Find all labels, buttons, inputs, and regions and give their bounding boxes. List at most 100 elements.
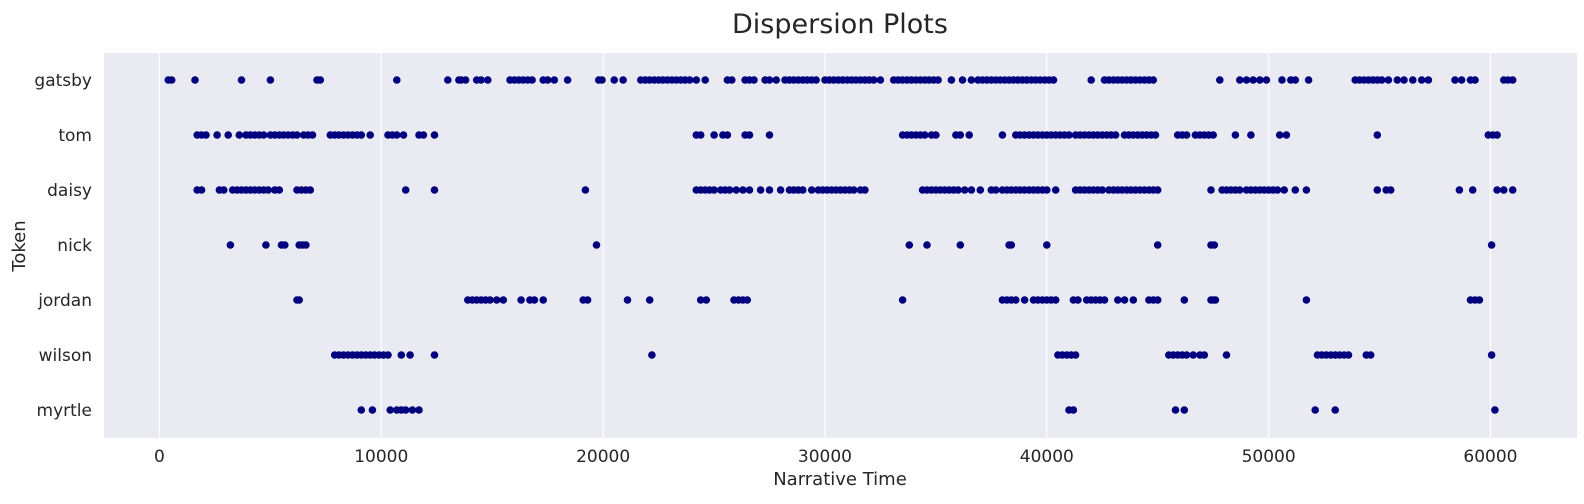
data-point-tom: [710, 131, 718, 139]
data-point-jordan: [486, 296, 494, 304]
data-point-daisy: [1302, 186, 1311, 194]
data-point-gatsby: [237, 76, 246, 84]
data-point-tom: [745, 131, 754, 139]
data-point-daisy: [732, 186, 740, 194]
data-point-daisy: [861, 186, 869, 194]
data-point-gatsby: [619, 76, 627, 84]
data-point-tom: [765, 131, 774, 139]
data-point-myrtle: [357, 406, 366, 414]
data-point-gatsby: [870, 76, 878, 84]
data-point-jordan: [696, 296, 705, 304]
data-point-nick: [905, 241, 914, 249]
data-point-gatsby: [1409, 76, 1417, 84]
data-point-wilson: [1200, 351, 1209, 359]
data-point-daisy: [725, 186, 734, 194]
data-point-wilson: [1189, 351, 1197, 359]
data-point-jordan: [1100, 296, 1109, 304]
data-point-nick: [226, 241, 235, 249]
data-point-myrtle: [1311, 406, 1319, 414]
data-point-jordan: [295, 296, 304, 304]
x-axis-label: Narrative Time: [773, 469, 907, 490]
y-tick-label-tom: tom: [58, 126, 92, 146]
series-wilson: [330, 351, 1496, 359]
data-point-daisy: [960, 186, 969, 194]
data-point-gatsby: [1471, 76, 1479, 84]
data-point-tom: [696, 131, 705, 139]
y-axis-label: Token: [9, 220, 30, 272]
y-tick-label-myrtle: myrtle: [37, 401, 92, 421]
data-point-tom: [921, 131, 929, 139]
data-point-gatsby: [812, 76, 820, 84]
data-point-tom: [308, 131, 317, 139]
data-point-tom: [1493, 131, 1501, 139]
data-point-jordan: [1211, 296, 1220, 304]
data-point-gatsby: [934, 76, 942, 84]
data-point-daisy: [992, 186, 1000, 194]
data-point-tom: [213, 131, 221, 139]
data-point-gatsby: [1304, 76, 1313, 84]
data-point-daisy: [1455, 186, 1464, 194]
data-point-daisy: [1051, 186, 1060, 194]
data-point-tom: [1065, 131, 1073, 139]
data-point-gatsby: [728, 76, 736, 84]
data-point-gatsby: [947, 76, 956, 84]
data-point-gatsby: [543, 76, 552, 84]
data-point-gatsby: [685, 76, 694, 84]
data-point-gatsby: [477, 76, 485, 84]
data-point-wilson: [1487, 351, 1496, 359]
data-point-tom: [1373, 131, 1382, 139]
data-point-gatsby: [1236, 76, 1244, 84]
data-point-jordan: [1153, 296, 1162, 304]
data-point-nick: [302, 241, 310, 249]
data-point-jordan: [1129, 296, 1138, 304]
data-point-jordan: [539, 296, 547, 304]
data-point-tom: [1209, 131, 1217, 139]
data-point-tom: [1247, 131, 1255, 139]
data-point-myrtle: [1491, 406, 1499, 414]
data-point-gatsby: [876, 76, 885, 84]
data-point-jordan: [623, 296, 632, 304]
data-point-nick: [1210, 241, 1219, 249]
data-point-tom: [224, 131, 232, 139]
data-point-tom: [1282, 131, 1291, 139]
x-tick-label: 30000: [798, 447, 852, 467]
data-point-gatsby: [167, 76, 176, 84]
data-point-gatsby: [1049, 76, 1058, 84]
data-point-myrtle: [1331, 406, 1339, 414]
data-point-gatsby: [1249, 76, 1257, 84]
series-gatsby: [164, 76, 1517, 84]
data-point-gatsby: [461, 76, 470, 84]
y-tick-label-nick: nick: [57, 236, 92, 256]
y-tick-label-daisy: daisy: [47, 181, 92, 201]
data-point-wilson: [1182, 351, 1191, 359]
data-point-gatsby: [550, 76, 559, 84]
data-point-tom: [293, 131, 301, 139]
data-point-wilson: [648, 351, 656, 359]
data-point-gatsby: [1508, 76, 1517, 84]
y-tick-label-wilson: wilson: [39, 346, 92, 366]
data-point-nick: [1487, 241, 1496, 249]
data-point-daisy: [1291, 186, 1300, 194]
data-point-jordan: [1475, 296, 1484, 304]
data-point-jordan: [583, 296, 592, 304]
data-point-gatsby: [1400, 76, 1408, 84]
data-point-daisy: [745, 186, 754, 194]
data-point-wilson: [1222, 351, 1231, 359]
data-point-wilson: [397, 351, 406, 359]
data-point-daisy: [220, 186, 228, 194]
data-point-nick: [262, 241, 270, 249]
data-point-tom: [965, 131, 973, 139]
data-point-nick: [1007, 241, 1016, 249]
series-tom: [193, 131, 1501, 139]
data-point-daisy: [807, 186, 816, 194]
data-point-gatsby: [1424, 76, 1433, 84]
data-point-gatsby: [750, 76, 758, 84]
data-point-gatsby: [1378, 76, 1386, 84]
data-point-gatsby: [701, 76, 709, 84]
data-point-daisy: [264, 186, 273, 194]
data-point-gatsby: [1149, 76, 1158, 84]
plot-background: [104, 53, 1577, 438]
data-point-jordan: [1051, 296, 1060, 304]
y-tick-label-gatsby: gatsby: [34, 71, 92, 91]
data-point-jordan: [898, 296, 907, 304]
